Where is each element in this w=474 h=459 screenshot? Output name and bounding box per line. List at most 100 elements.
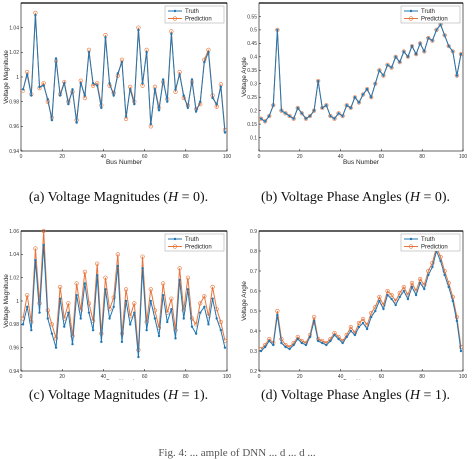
figure-caption: Fig. 4: ... ample of DNN ... d ... d ... bbox=[158, 447, 316, 459]
truth-point bbox=[378, 69, 381, 72]
prediction-point bbox=[311, 314, 317, 320]
prediction-point bbox=[348, 324, 353, 330]
truth-point bbox=[38, 311, 41, 314]
truth-point bbox=[370, 315, 373, 319]
truth-point bbox=[337, 112, 340, 115]
truth-point bbox=[455, 74, 459, 77]
truth-point bbox=[116, 72, 120, 75]
prediction-point bbox=[189, 316, 195, 321]
prediction-point bbox=[373, 81, 378, 86]
caption-suffix: = 0). bbox=[419, 190, 450, 205]
truth-point bbox=[145, 328, 148, 332]
prediction-point bbox=[442, 33, 447, 38]
chart-c: 0 20 40 60 80 100 0.94 0.96 0.98 1 1.02 1.04 1.06 Bus… bbox=[3, 229, 232, 380]
x-tick-label: 100 bbox=[223, 374, 232, 380]
legend-prediction-marker bbox=[172, 16, 178, 21]
truth-point bbox=[211, 96, 214, 100]
truth-point bbox=[268, 339, 271, 343]
truth-point bbox=[410, 44, 414, 48]
truth-point bbox=[128, 323, 132, 326]
truth-point bbox=[161, 78, 165, 81]
truth-point bbox=[79, 81, 82, 85]
x-axis-label: Bus Number bbox=[343, 379, 380, 380]
y-tick-label: 0.2 bbox=[250, 369, 257, 375]
prediction-point bbox=[295, 105, 300, 111]
truth-point bbox=[157, 109, 161, 112]
truth-point bbox=[353, 333, 357, 337]
truth-point bbox=[263, 345, 267, 349]
truth-point bbox=[178, 278, 181, 282]
truth-point bbox=[108, 317, 111, 320]
x-tick-label: 20 bbox=[297, 374, 303, 380]
prediction-point bbox=[307, 113, 313, 119]
truth-point bbox=[374, 309, 377, 313]
truth-point bbox=[87, 51, 91, 54]
truth-point bbox=[186, 106, 190, 110]
prediction-point bbox=[336, 111, 341, 116]
y-tick-label: 1.04 bbox=[9, 25, 19, 31]
truth-point bbox=[91, 328, 95, 332]
y-tick-label: 0.6 bbox=[250, 289, 257, 295]
prediction-point bbox=[70, 333, 75, 339]
prediction-point bbox=[442, 268, 447, 274]
prediction-point bbox=[446, 43, 451, 49]
prediction-point bbox=[397, 290, 402, 296]
prediction-point bbox=[291, 116, 296, 121]
y-tick-label: 0.96 bbox=[9, 345, 19, 351]
y-tick-label: 1.02 bbox=[9, 275, 19, 281]
truth-point bbox=[374, 82, 377, 85]
truth-point bbox=[67, 102, 70, 106]
prediction-point bbox=[405, 54, 411, 59]
prediction-point bbox=[389, 65, 394, 70]
x-tick-label: 0 bbox=[258, 374, 261, 380]
y-axis-label: Voltage Magnitude bbox=[3, 274, 10, 328]
truth-point bbox=[349, 329, 352, 333]
truth-point bbox=[272, 343, 275, 347]
y-tick-label: 0.94 bbox=[9, 369, 19, 375]
truth-point bbox=[21, 88, 25, 91]
prediction-point bbox=[409, 43, 415, 49]
truth-point bbox=[398, 61, 401, 64]
truth-point bbox=[71, 88, 74, 91]
prediction-point bbox=[422, 49, 427, 54]
truth-point bbox=[166, 100, 169, 103]
truth-point bbox=[455, 319, 459, 323]
x-tick-label: 80 bbox=[419, 374, 425, 380]
prediction-point bbox=[263, 119, 268, 124]
y-axis-label: Voltage Angle bbox=[241, 57, 248, 97]
y-tick-label: 0.2 bbox=[250, 108, 257, 114]
prediction-point bbox=[287, 113, 292, 119]
caption-prefix: (d) Voltage Phase Angles ( bbox=[261, 388, 410, 403]
prediction-point bbox=[95, 261, 100, 266]
truth-point bbox=[406, 55, 410, 59]
truth-point bbox=[451, 299, 454, 303]
truth-point bbox=[378, 299, 381, 303]
prediction-point bbox=[381, 73, 386, 78]
truth-point bbox=[337, 337, 340, 341]
truth-point bbox=[170, 307, 173, 311]
truth-point bbox=[104, 36, 107, 39]
prediction-point bbox=[111, 295, 116, 300]
prediction-point bbox=[450, 294, 455, 300]
x-tick-label: 20 bbox=[59, 374, 65, 380]
truth-point bbox=[104, 288, 107, 291]
prediction-point bbox=[115, 252, 120, 257]
truth-point bbox=[54, 57, 58, 60]
truth-point bbox=[361, 321, 365, 325]
truth-point bbox=[443, 273, 446, 277]
truth-point bbox=[182, 94, 185, 97]
truth-point bbox=[207, 323, 210, 326]
caption-suffix: = 1). bbox=[178, 388, 209, 403]
prediction-point bbox=[377, 68, 382, 73]
truth-point bbox=[25, 73, 29, 76]
truth-point bbox=[120, 61, 124, 64]
truth-point bbox=[386, 63, 389, 67]
prediction-point bbox=[365, 87, 370, 92]
y-tick-label: 0.94 bbox=[9, 149, 19, 155]
truth-point bbox=[21, 323, 25, 326]
truth-point bbox=[182, 317, 185, 320]
truth-point bbox=[100, 340, 103, 344]
y-axis-label: Voltage Angle bbox=[241, 281, 248, 321]
caption-variable: H bbox=[167, 190, 179, 205]
prediction-point bbox=[123, 287, 129, 292]
